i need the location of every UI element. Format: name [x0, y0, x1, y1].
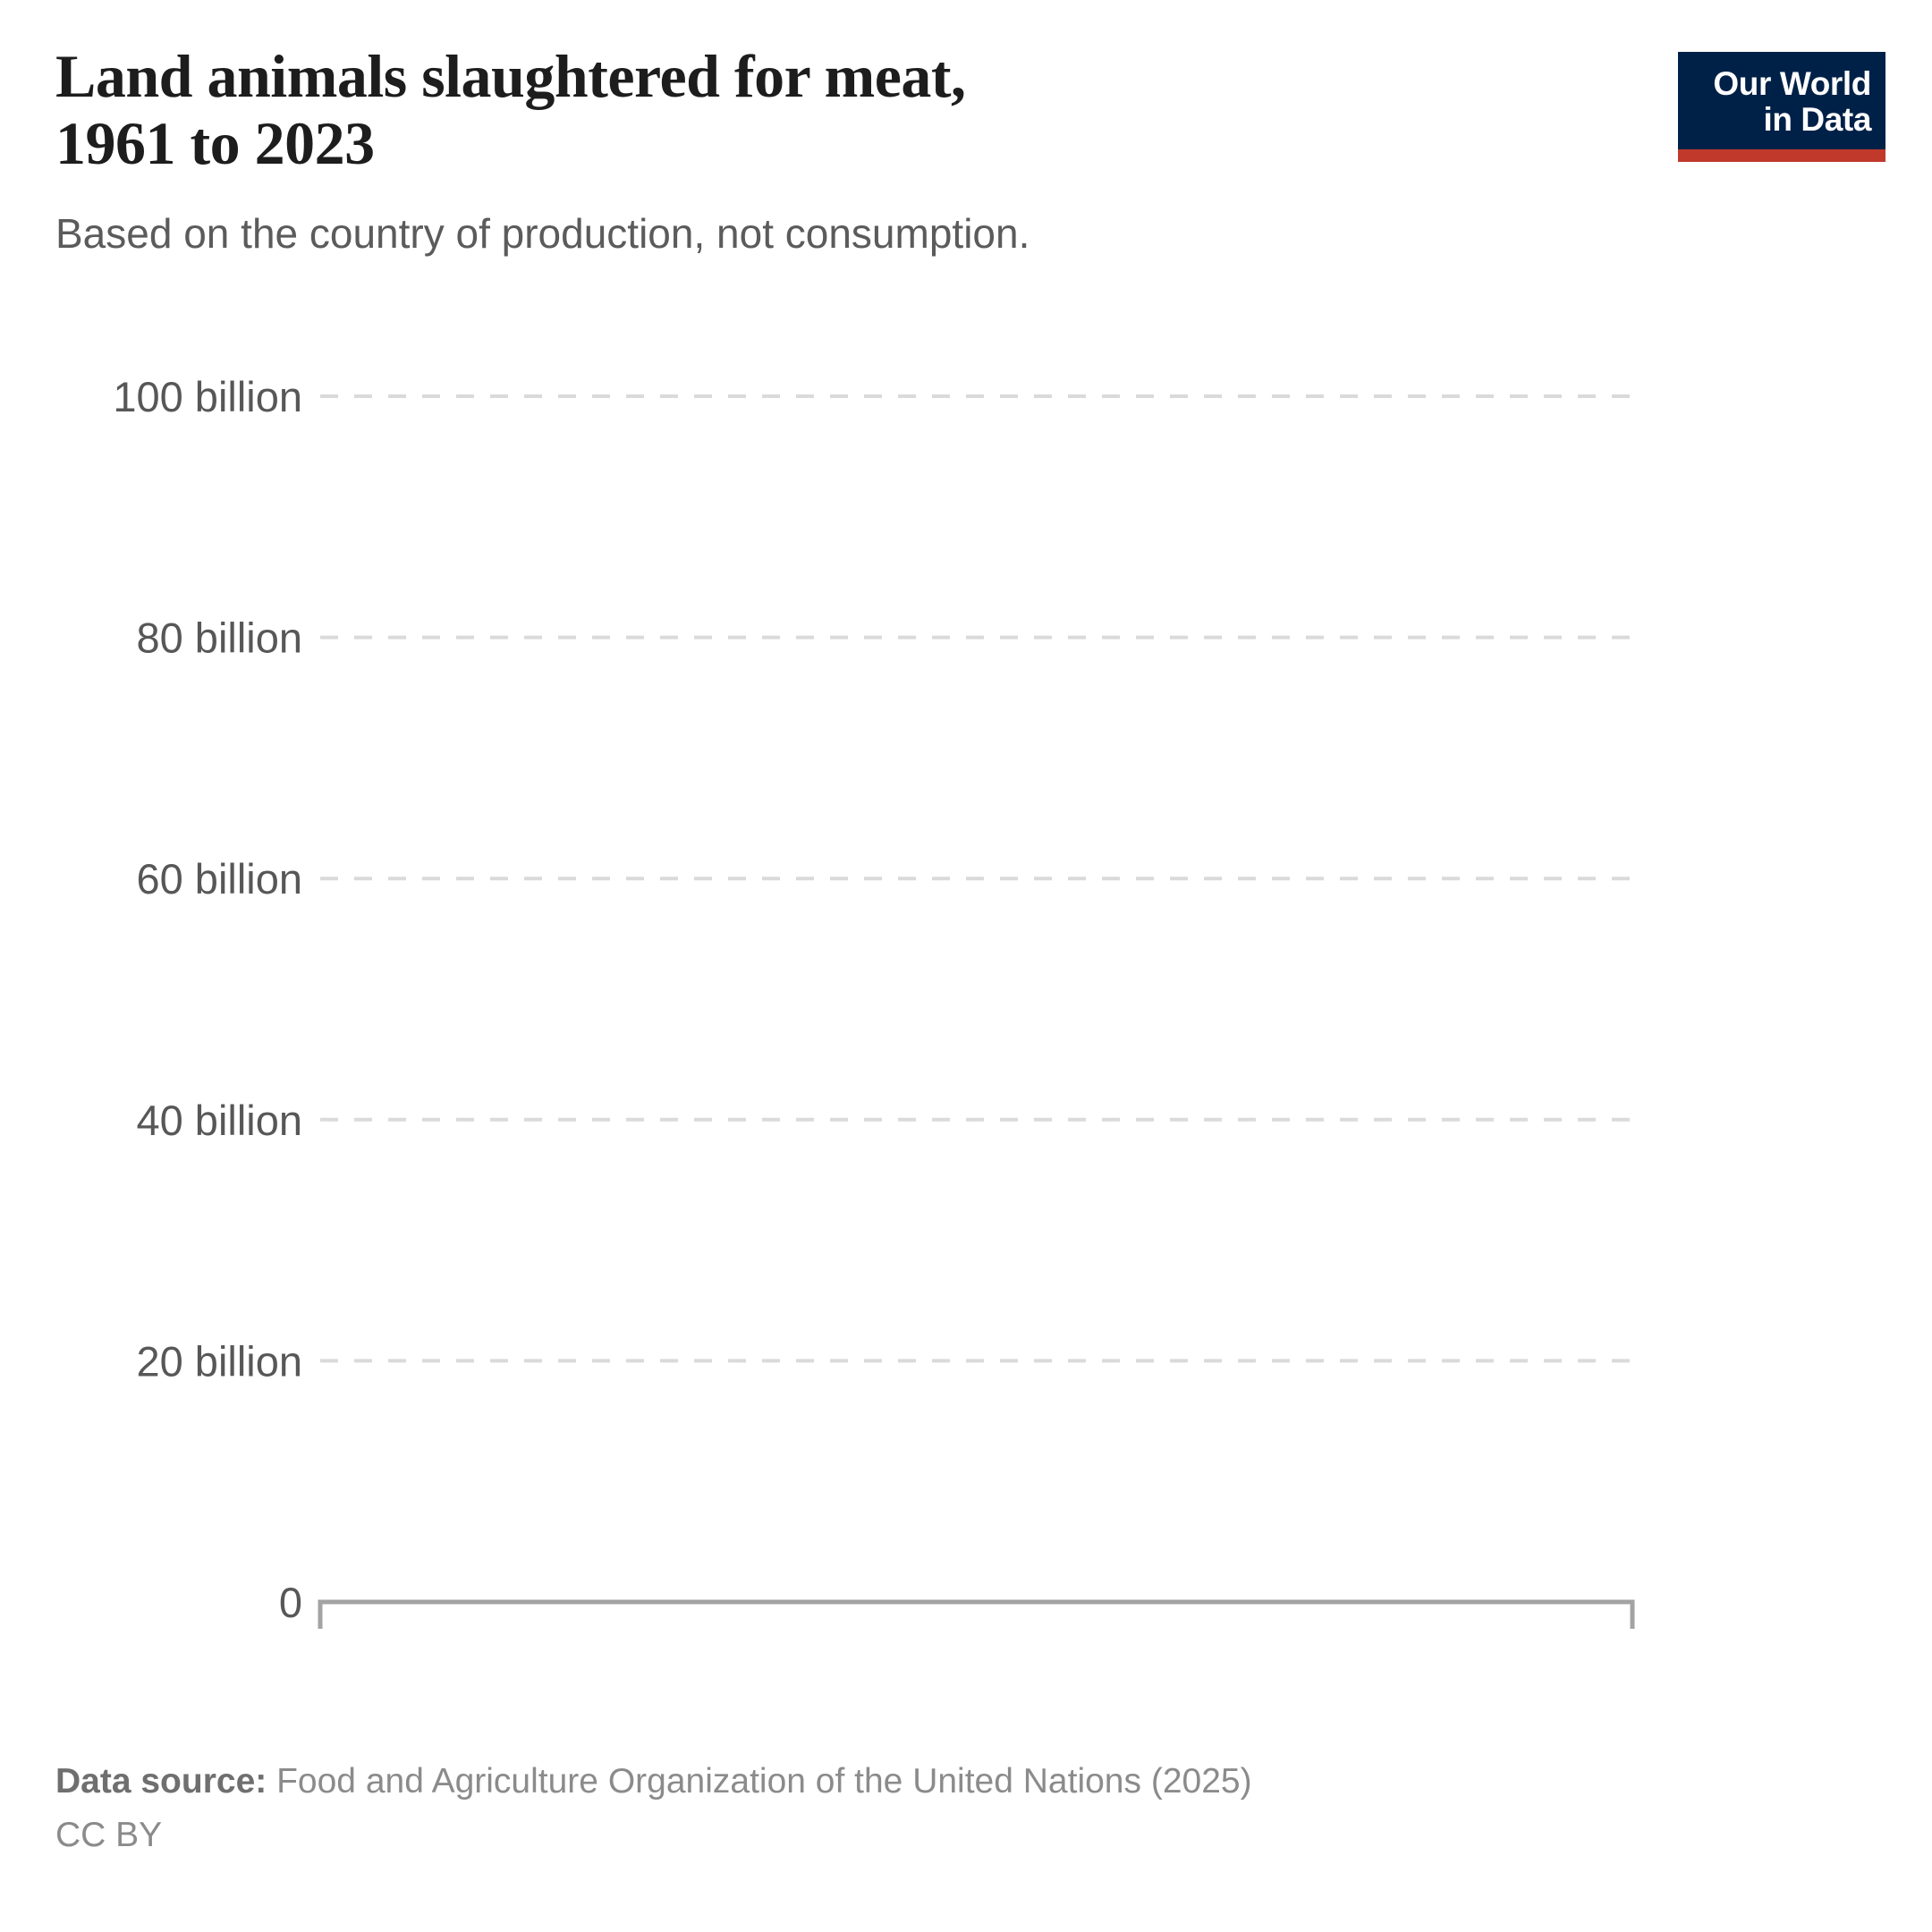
- y-axis-tick-label: 40 billion: [136, 1097, 302, 1144]
- x-axis-line: [318, 1599, 1635, 1629]
- y-axis-tick-label: 0: [279, 1579, 302, 1626]
- data-source-line: Data source: Food and Agriculture Organi…: [55, 1755, 1880, 1809]
- x-axis-group: [318, 1599, 1635, 1629]
- data-source-text: Food and Agriculture Organization of the…: [276, 1762, 1252, 1801]
- chart-footer: Data source: Food and Agriculture Organi…: [55, 1755, 1880, 1863]
- owid-logo[interactable]: Our World in Data: [1678, 52, 1885, 163]
- gridlines-group: [320, 394, 1632, 1363]
- page-title: Land animals slaughtered for meat, 1961 …: [55, 42, 966, 177]
- chart-subtitle: Based on the country of production, not …: [55, 209, 1030, 257]
- y-axis-labels-group: 0 20 billion 40 billion 60 billion 80 billio…: [113, 373, 302, 1626]
- license-text: CC BY: [55, 1816, 163, 1855]
- owid-logo-line-2: in Data: [1763, 100, 1871, 138]
- owid-logo-line-1: Our World: [1713, 65, 1871, 102]
- y-axis-tick-label: 20 billion: [136, 1337, 302, 1385]
- owid-logo-box: Our World in Data: [1678, 52, 1885, 150]
- data-source-label: Data source:: [55, 1762, 267, 1801]
- y-axis-tick-label: 60 billion: [136, 855, 302, 902]
- owid-logo-accent-bar: [1678, 149, 1885, 163]
- y-axis-tick-label: 100 billion: [113, 373, 302, 420]
- chart-header: Land animals slaughtered for meat, 1961 …: [55, 43, 1877, 267]
- y-axis-tick-label: 80 billion: [136, 614, 302, 662]
